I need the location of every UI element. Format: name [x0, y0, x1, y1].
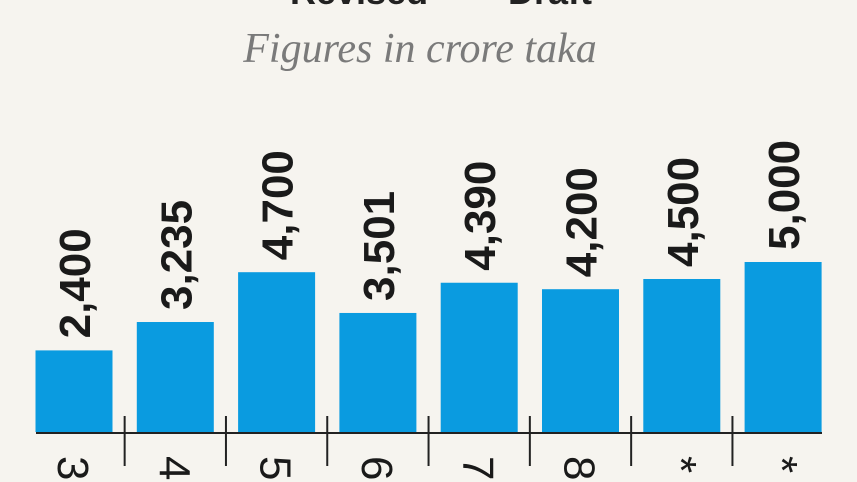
bar: [440, 282, 518, 432]
x-tick-label: *: [757, 456, 806, 473]
x-tick-label: 7: [453, 456, 502, 480]
bar: [339, 312, 417, 432]
legend-label: Revised: [290, 0, 428, 12]
value-label: 3,235: [152, 200, 201, 310]
x-tick-label: 4: [149, 456, 198, 480]
x-tick-label: 8: [555, 456, 604, 480]
value-label: 4,390: [456, 161, 505, 271]
bar: [744, 262, 822, 432]
bar: [136, 322, 214, 432]
x-tick-label: 6: [352, 456, 401, 480]
bar: [643, 279, 721, 432]
bar: [35, 350, 113, 432]
value-label: 4,200: [558, 167, 607, 277]
subtitle: Figures in crore taka: [242, 26, 596, 72]
bar: [238, 272, 316, 432]
value-label: 5,000: [760, 140, 809, 250]
x-tick-label: *: [656, 456, 705, 473]
value-label: 2,400: [51, 228, 100, 338]
x-tick-label: 5: [251, 456, 300, 480]
bar: [542, 289, 619, 432]
legend-label: Draft: [508, 0, 592, 12]
value-label: 4,500: [659, 157, 708, 267]
x-tick-label: 3: [48, 456, 97, 480]
value-label: 3,501: [355, 191, 404, 301]
value-label: 4,700: [254, 150, 303, 260]
